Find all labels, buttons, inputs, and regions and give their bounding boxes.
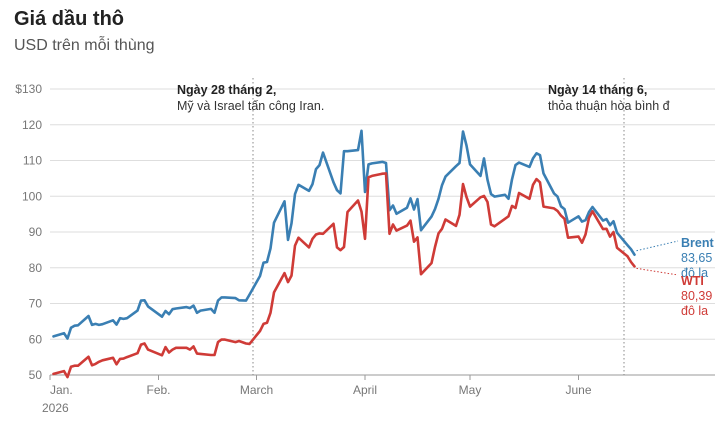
- y-tick-label: $130: [15, 82, 42, 96]
- end-label-leader: [636, 240, 679, 252]
- y-tick-label: 80: [29, 261, 43, 275]
- x-axis-ticks: Jan. 2026 Feb. March April May June: [42, 375, 592, 415]
- x-tick-label: June: [565, 383, 591, 397]
- y-tick-label: 120: [22, 118, 42, 132]
- y-tick-label: 100: [22, 189, 42, 203]
- x-tick-label: April: [353, 383, 377, 397]
- series-value-label: đô la: [681, 304, 708, 318]
- end-label-leader: [636, 267, 679, 276]
- series-value-label: đô la: [681, 266, 708, 280]
- chart-subtitle: USD trên mỗi thùng: [14, 37, 155, 54]
- series-value-label: 80,39: [681, 289, 712, 303]
- event-description: Mỹ và Israel tấn công Iran.: [177, 99, 324, 113]
- series-name-label: Brent: [681, 236, 714, 250]
- event-title: Ngày 28 tháng 2,: [177, 83, 276, 97]
- y-tick-label: 110: [23, 154, 42, 168]
- series-value-label: 83,65: [681, 251, 712, 265]
- y-axis-ticks: 50 60 70 80 90 100 110 120 $130: [15, 82, 42, 382]
- series-lines: [52, 129, 636, 379]
- gridlines: [50, 88, 715, 376]
- event-title: Ngày 14 tháng 6,: [548, 83, 647, 97]
- x-tick-label: May: [459, 383, 482, 397]
- series-name-label: WTI: [681, 274, 704, 288]
- y-tick-label: 70: [29, 297, 43, 311]
- y-tick-label: 50: [29, 368, 43, 382]
- chart-title: Giá dầu thô: [14, 8, 124, 30]
- y-tick-label: 60: [29, 332, 43, 346]
- event-annotations: Ngày 28 tháng 2, Mỹ và Israel tấn công Ir…: [177, 78, 670, 375]
- y-tick-label: 90: [29, 225, 43, 239]
- series-line-brent: [52, 129, 636, 340]
- series-line-wti: [52, 172, 636, 379]
- x-tick-label: Jan.: [50, 383, 73, 397]
- x-year-label: 2026: [42, 401, 69, 415]
- x-tick-label: Feb.: [146, 383, 170, 397]
- x-tick-label: March: [240, 383, 273, 397]
- event-description: thỏa thuận hòa bình đ: [548, 99, 670, 113]
